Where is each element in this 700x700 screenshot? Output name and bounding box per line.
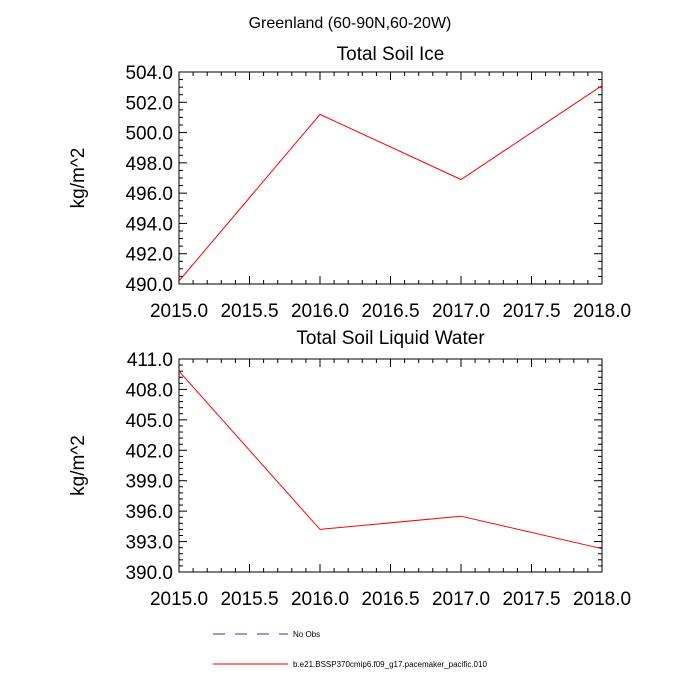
y-tick-label: 504.0: [125, 63, 173, 84]
figure-title: Greenland (60-90N,60-20W): [249, 15, 452, 32]
x-tick-label: 2016.0: [291, 301, 349, 322]
chart-panels: Total Soil Ice kg/m^2 2015.0 2015.5 2016.0 20…: [68, 44, 631, 610]
y-tick-label: 411.0: [127, 350, 173, 371]
x-tick-label: 2015.5: [220, 301, 278, 322]
x-tick-label: 2016.0: [291, 589, 349, 610]
series-line: [178, 85, 603, 282]
y-axis-label: kg/m^2: [68, 148, 89, 209]
chart-title: Total Soil Liquid Water: [296, 328, 485, 349]
y-tick-label: 390.0: [125, 563, 173, 584]
x-tick-label: 2018.0: [573, 589, 631, 610]
series-line: [178, 370, 603, 550]
chart-panel-2: Total Soil Liquid Water kg/m^2 2015.0 2015.…: [68, 328, 631, 610]
plot-frame: [178, 71, 603, 285]
y-tick-label: 492.0: [125, 245, 173, 266]
x-tick-label: 2015.0: [150, 301, 208, 322]
chart-title: Total Soil Ice: [337, 44, 445, 65]
y-tick-label: 405.0: [125, 411, 173, 432]
y-tick-label: 502.0: [125, 93, 173, 114]
y-tick-label: 399.0: [125, 472, 173, 493]
y-tick-label: 402.0: [125, 441, 173, 462]
y-tick-label: 494.0: [125, 214, 173, 235]
x-tick-label: 2018.0: [573, 301, 631, 322]
chart-panel-1: Total Soil Ice kg/m^2 2015.0 2015.5 2016.0 20…: [68, 44, 631, 322]
x-tick-label: 2017.0: [432, 589, 490, 610]
y-tick-label: 496.0: [125, 184, 173, 205]
y-tick-label: 408.0: [125, 380, 173, 401]
legend-label: b.e21.BSSP370cmip6.f09_g17.pacemaker_pac…: [293, 660, 487, 669]
x-tick-label: 2017.0: [432, 301, 490, 322]
x-tick-label: 2017.5: [502, 589, 560, 610]
x-tick-label: 2015.5: [220, 589, 278, 610]
y-tick-label: 490.0: [125, 275, 173, 296]
y-tick-label: 498.0: [125, 154, 173, 175]
x-tick-label: 2017.5: [502, 301, 560, 322]
x-tick-label: 2016.5: [361, 589, 419, 610]
y-tick-label: 396.0: [125, 502, 173, 523]
legend: No Obs b.e21.BSSP370cmip6.f09_g17.pacemak…: [213, 630, 487, 669]
x-tick-label: 2016.5: [361, 301, 419, 322]
x-tick-label: 2015.0: [150, 589, 208, 610]
plot-frame: [178, 358, 603, 573]
y-tick-label: 500.0: [125, 124, 173, 145]
legend-label: No Obs: [293, 630, 320, 639]
y-tick-label: 393.0: [125, 533, 173, 554]
y-axis-label: kg/m^2: [68, 435, 89, 496]
